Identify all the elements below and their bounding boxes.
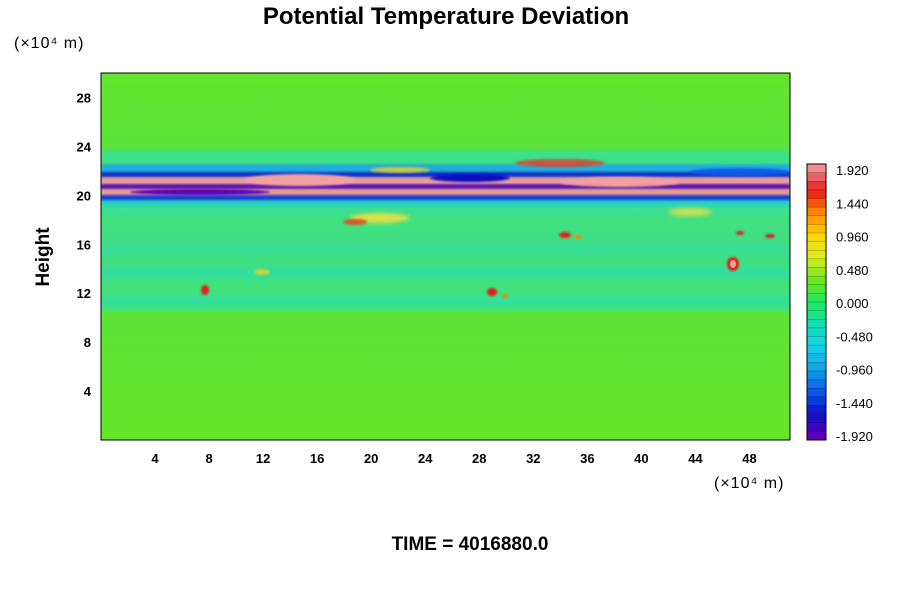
colorbar-bin <box>807 327 826 337</box>
chart-title: Potential Temperature Deviation <box>263 3 629 30</box>
colorbar-bin <box>807 258 826 268</box>
y-tick-label: 24 <box>77 139 92 154</box>
y-tick-label: 16 <box>77 237 91 252</box>
x-tick-label: 20 <box>364 451 378 466</box>
colorbar-bin <box>807 388 826 398</box>
x-tick-label: 40 <box>634 451 648 466</box>
colorbar-bin <box>807 336 826 346</box>
colorbar-bin <box>807 250 826 260</box>
y-tick-label: 12 <box>77 286 91 301</box>
colorbar-bin <box>807 284 826 294</box>
colorbar-bin <box>807 189 826 199</box>
colorbar-bin <box>807 362 826 372</box>
colorbar-bin <box>807 302 826 311</box>
colorbar-bin <box>807 241 826 251</box>
colorbar-bin <box>807 379 826 389</box>
colorbar-bin <box>807 233 826 242</box>
colorbar-bin <box>807 224 826 234</box>
colorbar-bin <box>807 276 826 286</box>
colorbar-frame <box>806 163 827 441</box>
x-tick-label: 32 <box>526 451 540 466</box>
colorbar-bin <box>807 422 826 432</box>
y-tick-label: 8 <box>84 335 91 350</box>
y-tick-label: 28 <box>77 90 91 105</box>
colorbar: 1.920 1.440 0.960 0.480 0.000 -0.480 -0.960 -1.… <box>806 163 873 444</box>
colorbar-label: -0.480 <box>836 329 873 344</box>
x-tick-label: 48 <box>742 451 756 466</box>
x-tick-label: 24 <box>418 451 433 466</box>
colorbar-bin <box>807 198 826 208</box>
x-tick-label: 16 <box>310 451 324 466</box>
plot-area <box>101 73 790 440</box>
colorbar-label: -1.920 <box>836 429 873 444</box>
heatmap-field <box>101 150 790 318</box>
colorbar-bin <box>807 405 826 415</box>
x-tick-label: 8 <box>205 451 212 466</box>
colorbar-bin <box>807 345 826 355</box>
colorbar-bin <box>807 319 826 329</box>
y-axis-label: Height <box>33 227 54 287</box>
colorbar-bin <box>807 215 826 225</box>
colorbar-bin <box>807 414 826 424</box>
x-tick-label: 4 <box>151 451 159 466</box>
colorbar-bin <box>807 353 826 363</box>
colorbar-label: 1.440 <box>836 196 869 211</box>
x-tick-label: 44 <box>688 451 703 466</box>
colorbar-bin <box>807 172 826 182</box>
colorbar-label: -0.960 <box>836 363 873 378</box>
colorbar-label: 0.000 <box>836 296 869 311</box>
colorbar-bin <box>807 396 826 406</box>
x-tick-labels: 4 8 12 16 20 24 28 32 36 40 44 48 <box>151 451 756 466</box>
colorbar-bin <box>807 371 826 380</box>
colorbar-label: -1.440 <box>836 396 873 411</box>
y-unit-label: (×10⁴ m) <box>14 35 84 52</box>
x-tick-label: 36 <box>580 451 594 466</box>
y-tick-labels: 4 8 12 16 20 24 28 <box>77 90 92 399</box>
colorbar-bin <box>807 293 826 303</box>
y-tick-label: 4 <box>84 384 92 399</box>
y-tick-label: 20 <box>77 188 91 203</box>
heatmap-background <box>101 73 790 440</box>
plot-frame <box>100 72 791 441</box>
colorbar-bin <box>807 164 826 173</box>
colorbar-bin <box>807 207 826 217</box>
colorbar-bin <box>807 431 826 441</box>
colorbar-label: 1.920 <box>836 163 869 178</box>
colorbar-label: 0.480 <box>836 263 869 278</box>
colorbar-bin <box>807 267 826 277</box>
x-tick-label: 28 <box>472 451 486 466</box>
time-label: TIME = 4016880.0 <box>392 534 549 555</box>
x-unit-label: (×10⁴ m) <box>714 475 784 492</box>
x-tick-label: 12 <box>256 451 270 466</box>
colorbar-label: 0.960 <box>836 230 869 245</box>
colorbar-bin <box>807 310 826 320</box>
colorbar-bin <box>807 181 826 191</box>
